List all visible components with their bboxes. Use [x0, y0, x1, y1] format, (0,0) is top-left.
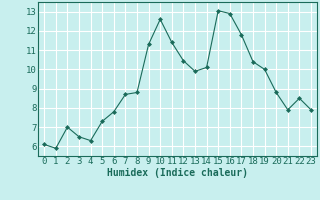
X-axis label: Humidex (Indice chaleur): Humidex (Indice chaleur) — [107, 168, 248, 178]
